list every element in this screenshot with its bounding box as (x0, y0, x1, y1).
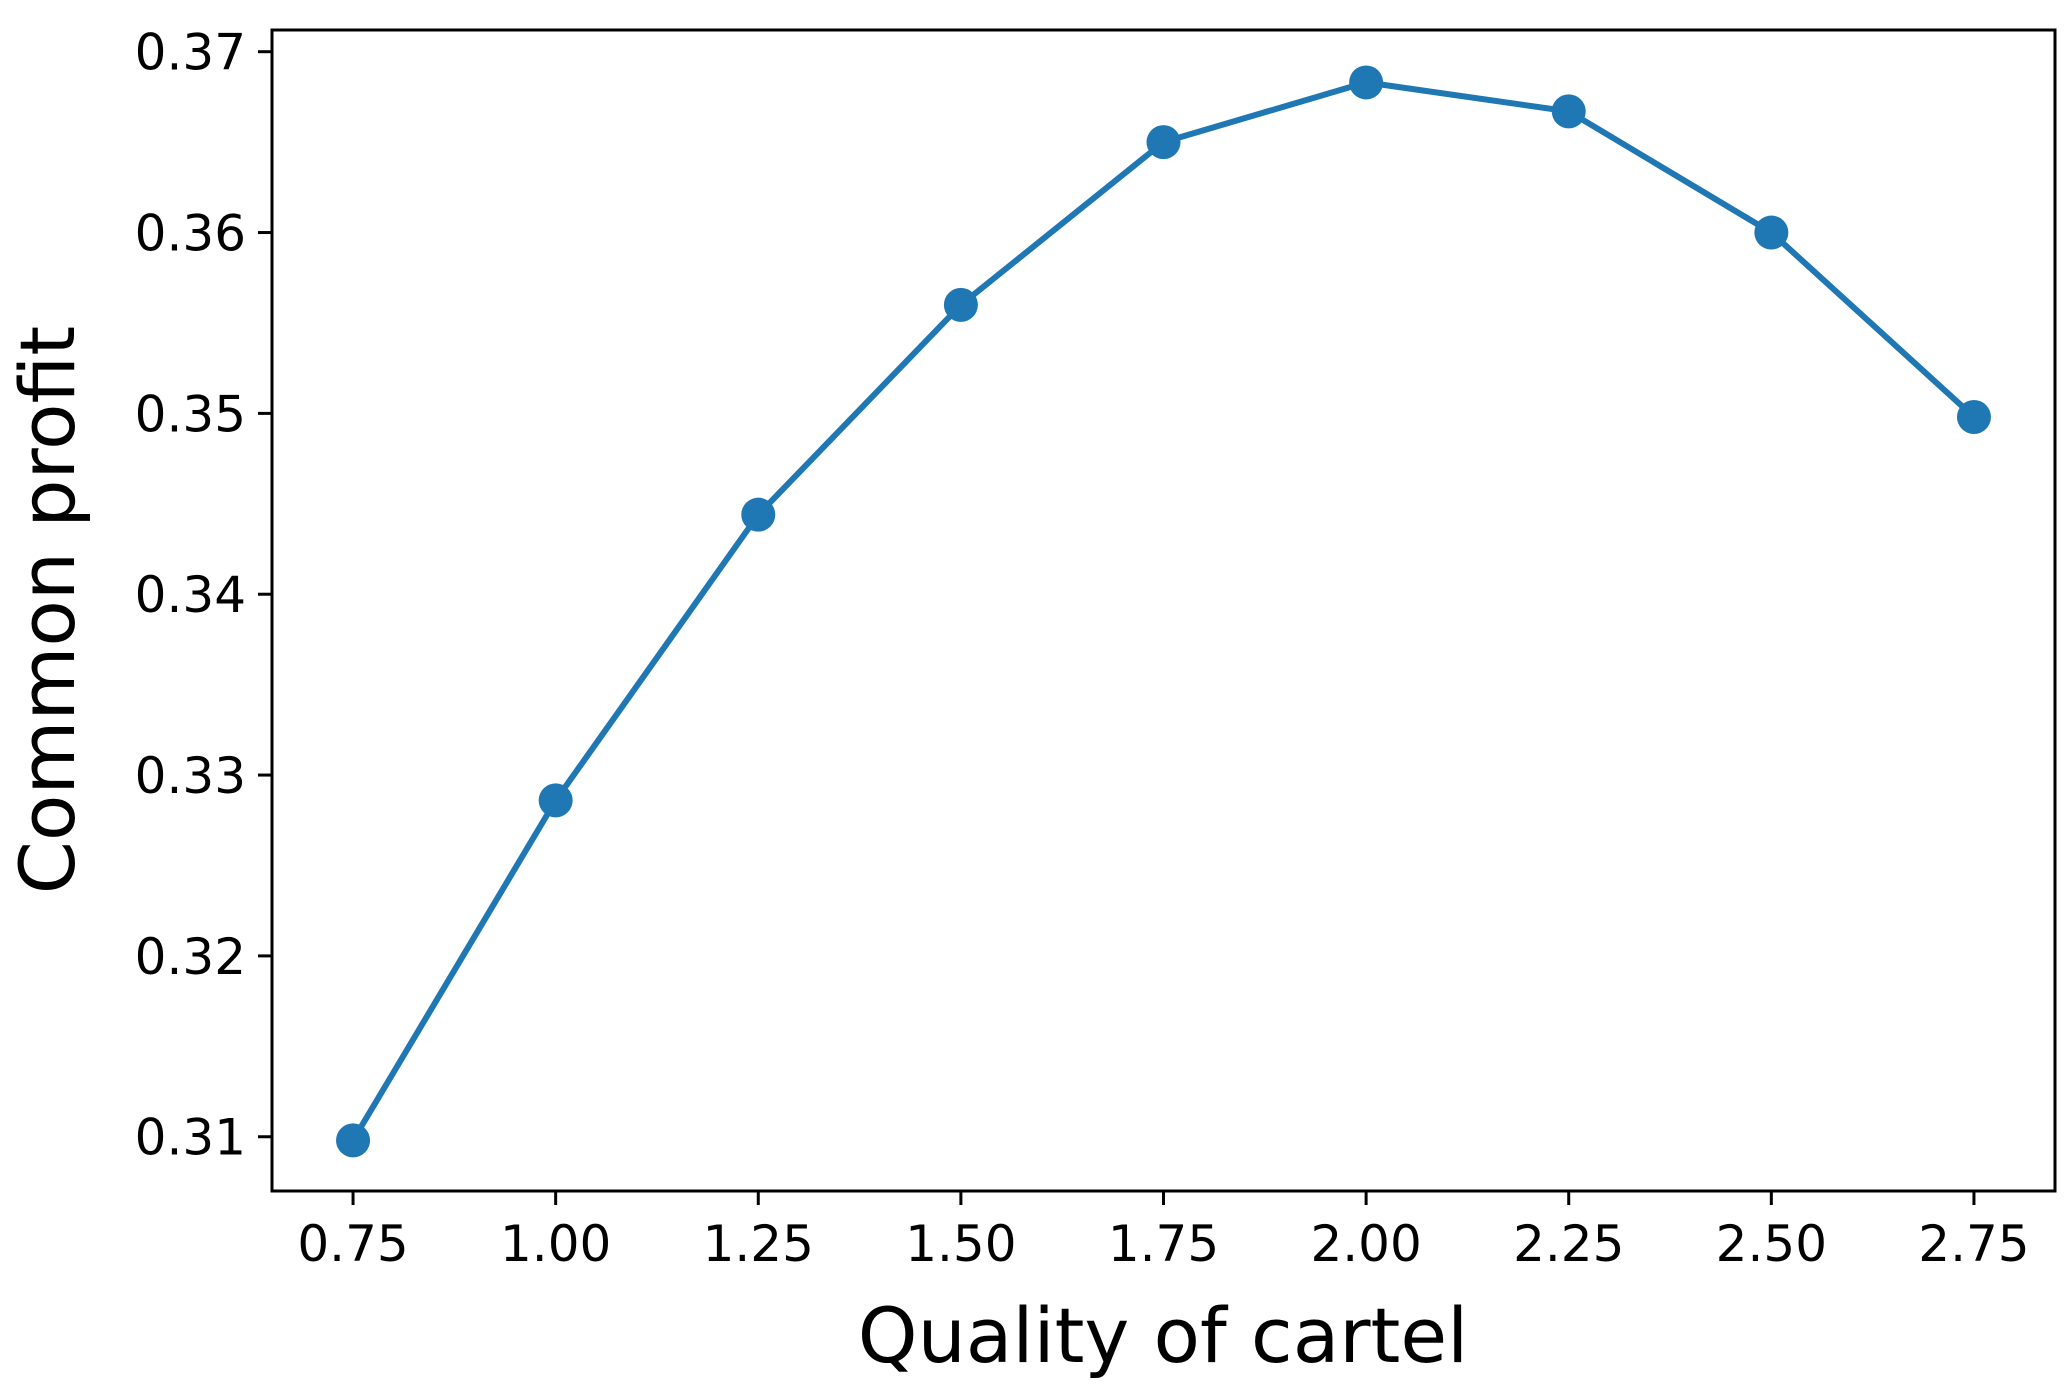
x-tick-label: 0.75 (297, 1215, 408, 1273)
y-tick-label: 0.35 (135, 385, 246, 443)
x-tick-label: 2.50 (1716, 1215, 1827, 1273)
x-tick-label: 1.00 (500, 1215, 611, 1273)
data-point (336, 1123, 371, 1158)
y-tick-label: 0.32 (135, 928, 246, 986)
x-tick-label: 1.50 (905, 1215, 1016, 1273)
data-point (1956, 400, 1991, 434)
y-tick-label: 0.34 (135, 566, 246, 624)
x-tick-label: 1.75 (1108, 1215, 1219, 1273)
plot-frame (270, 28, 2057, 1193)
data-point (741, 497, 776, 532)
data-point (1754, 215, 1789, 250)
y-tick-label: 0.33 (135, 747, 246, 805)
data-point (943, 287, 978, 322)
data-point (1146, 125, 1181, 160)
series-line (350, 79, 1977, 1144)
x-tick-label: 2.75 (1918, 1215, 2029, 1273)
y-axis-title: Common profit (3, 326, 92, 894)
x-tick-label: 2.25 (1513, 1215, 1624, 1273)
data-point (1349, 65, 1384, 100)
x-axis-title: Quality of cartel (858, 1291, 1468, 1380)
data-point (1551, 94, 1586, 129)
y-tick-label: 0.36 (135, 205, 246, 263)
data-point (538, 783, 573, 818)
y-tick-label: 0.37 (135, 24, 246, 82)
x-tick-label: 2.00 (1310, 1215, 1421, 1273)
x-tick-label: 1.25 (703, 1215, 814, 1273)
y-tick-label: 0.31 (135, 1109, 246, 1167)
